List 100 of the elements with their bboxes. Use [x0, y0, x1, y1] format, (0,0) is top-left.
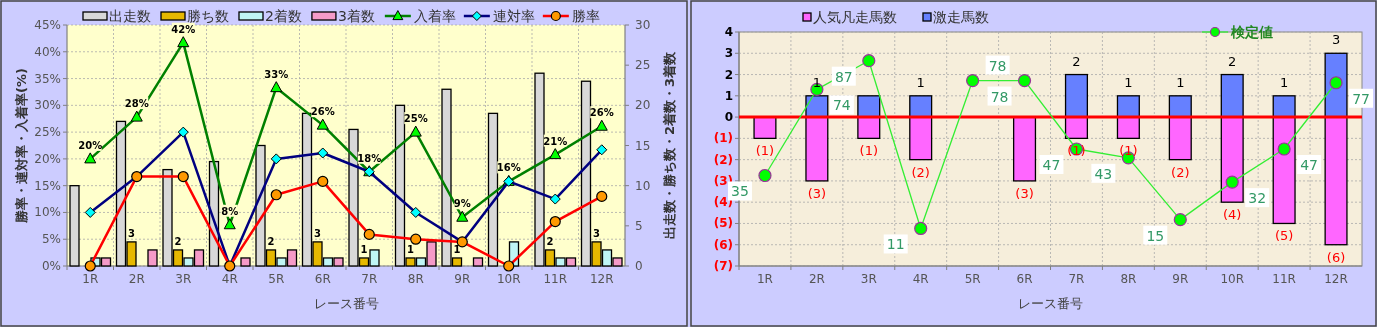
x-tick-label: 1R	[82, 272, 99, 286]
y2-tick-label: 25	[635, 58, 651, 73]
y-tick-label: 3	[724, 46, 733, 61]
legend-label: 出走数	[109, 8, 151, 24]
legend-label: 勝ち数	[187, 8, 229, 24]
data-label: 87	[834, 68, 853, 85]
data-label: (2)	[1171, 164, 1190, 180]
data-label: 1	[453, 243, 461, 255]
y-tick-label: 30%	[34, 98, 61, 113]
data-label: 21%	[543, 135, 568, 147]
x-tick-label: 10R	[496, 272, 521, 286]
x-tick-label: 7R	[361, 272, 378, 286]
y-tick-label: 1	[724, 88, 733, 103]
y2-tick-label: 15	[635, 138, 651, 153]
data-label: 78	[988, 57, 1007, 74]
x-tick-label: 5R	[964, 272, 981, 286]
y-tick-label: 15%	[34, 178, 61, 193]
x-tick-label: 4R	[221, 272, 238, 286]
data-label: 3	[128, 227, 136, 239]
data-label: 28%	[124, 98, 149, 110]
data-label: 25%	[403, 113, 428, 125]
y-tick-label: 10%	[34, 205, 61, 220]
data-label: 43	[1094, 165, 1113, 182]
data-label: 1	[407, 243, 415, 255]
legend-label: 2着数	[265, 8, 302, 24]
x-tick-label: 12R	[589, 272, 614, 286]
data-label: 32	[1248, 190, 1267, 207]
x-tick-label: 11R	[1272, 272, 1296, 286]
y2-tick-label: 5	[635, 218, 643, 233]
data-label: 2	[1228, 53, 1237, 69]
data-label: 2	[1072, 53, 1081, 69]
y-tick-label: 0	[724, 110, 733, 125]
data-label: 2	[174, 235, 182, 247]
data-label: 1	[1176, 74, 1185, 90]
y-tick-label: 4	[724, 25, 733, 39]
data-label: 8%	[221, 205, 239, 217]
data-label: 3	[1331, 32, 1341, 48]
y2-axis-title: 出走数・勝ち数・2着数・3着数	[662, 50, 677, 240]
x-tick-label: 3R	[175, 272, 192, 286]
legend-label: 勝率	[571, 8, 600, 24]
x-tick-label: 5R	[268, 272, 285, 286]
data-label: 1	[916, 74, 925, 90]
data-label: (1)	[755, 143, 775, 159]
x-tick-label: 2R	[128, 272, 145, 286]
data-label: 3	[593, 227, 601, 239]
data-label: 26%	[589, 107, 614, 119]
y-tick-label: 0%	[41, 259, 61, 273]
y2-tick-label: 20	[635, 98, 651, 113]
data-label: (3)	[807, 185, 827, 201]
x-axis-title: レース番号	[1018, 296, 1083, 311]
data-label: 74	[832, 97, 851, 114]
x-tick-label: 1R	[756, 272, 773, 286]
y-tick-label: 5%	[41, 232, 61, 247]
data-label: (1)	[859, 143, 878, 159]
y2-tick-label: 10	[635, 178, 651, 193]
data-label: 1	[1124, 74, 1133, 90]
x-axis-title: レース番号	[313, 296, 379, 311]
y-tick-label: 45%	[34, 18, 61, 32]
y-tick-label: 40%	[34, 44, 61, 59]
data-label: (3)	[1015, 185, 1034, 201]
data-label: 1	[1279, 74, 1289, 90]
legend-label: 3着数	[337, 8, 375, 24]
x-tick-label: 8R	[1120, 272, 1137, 286]
x-tick-label: 3R	[860, 272, 877, 286]
legend-label: 検定値	[1230, 24, 1273, 40]
data-label: 77	[1352, 90, 1370, 107]
x-tick-label: 7R	[1068, 272, 1085, 286]
x-tick-label: 9R	[1172, 272, 1189, 286]
y-tick-label: (5)	[713, 216, 733, 231]
data-label: 1	[360, 243, 368, 255]
y-tick-label: (2)	[713, 152, 733, 167]
x-tick-label: 6R	[1016, 272, 1033, 286]
x-tick-label: 10R	[1220, 272, 1245, 286]
data-label: 33%	[264, 68, 289, 80]
x-tick-label: 6R	[314, 272, 331, 286]
data-label: (2)	[911, 164, 930, 180]
data-label: 2	[546, 235, 554, 247]
data-label: 18%	[357, 152, 382, 164]
data-label: 20%	[78, 139, 103, 151]
y-tick-label: 25%	[34, 125, 61, 140]
x-tick-label: 11R	[543, 272, 568, 286]
data-label: 11	[886, 236, 905, 253]
y-tick-label: 20%	[34, 151, 61, 166]
legend-label: 入着率	[413, 8, 456, 24]
y-axis-title: 勝率・連対率・入着率(%)	[14, 68, 29, 224]
x-tick-label: 4R	[912, 272, 929, 286]
x-tick-label: 9R	[454, 272, 471, 286]
data-label: 47	[1300, 157, 1319, 173]
y2-tick-label: 30	[635, 18, 651, 32]
legend-label: 連対率	[492, 8, 535, 24]
data-label: 47	[1042, 157, 1061, 173]
x-tick-label: 2R	[808, 272, 825, 286]
data-label: 16%	[496, 162, 521, 174]
x-tick-label: 8R	[407, 272, 424, 286]
data-label: (5)	[1274, 228, 1294, 244]
data-label: 78	[990, 88, 1009, 105]
data-label: 9%	[453, 198, 471, 210]
data-label: 2	[267, 235, 275, 247]
legend-label: 人気凡走馬数	[813, 9, 897, 25]
data-label: 3	[314, 227, 322, 239]
